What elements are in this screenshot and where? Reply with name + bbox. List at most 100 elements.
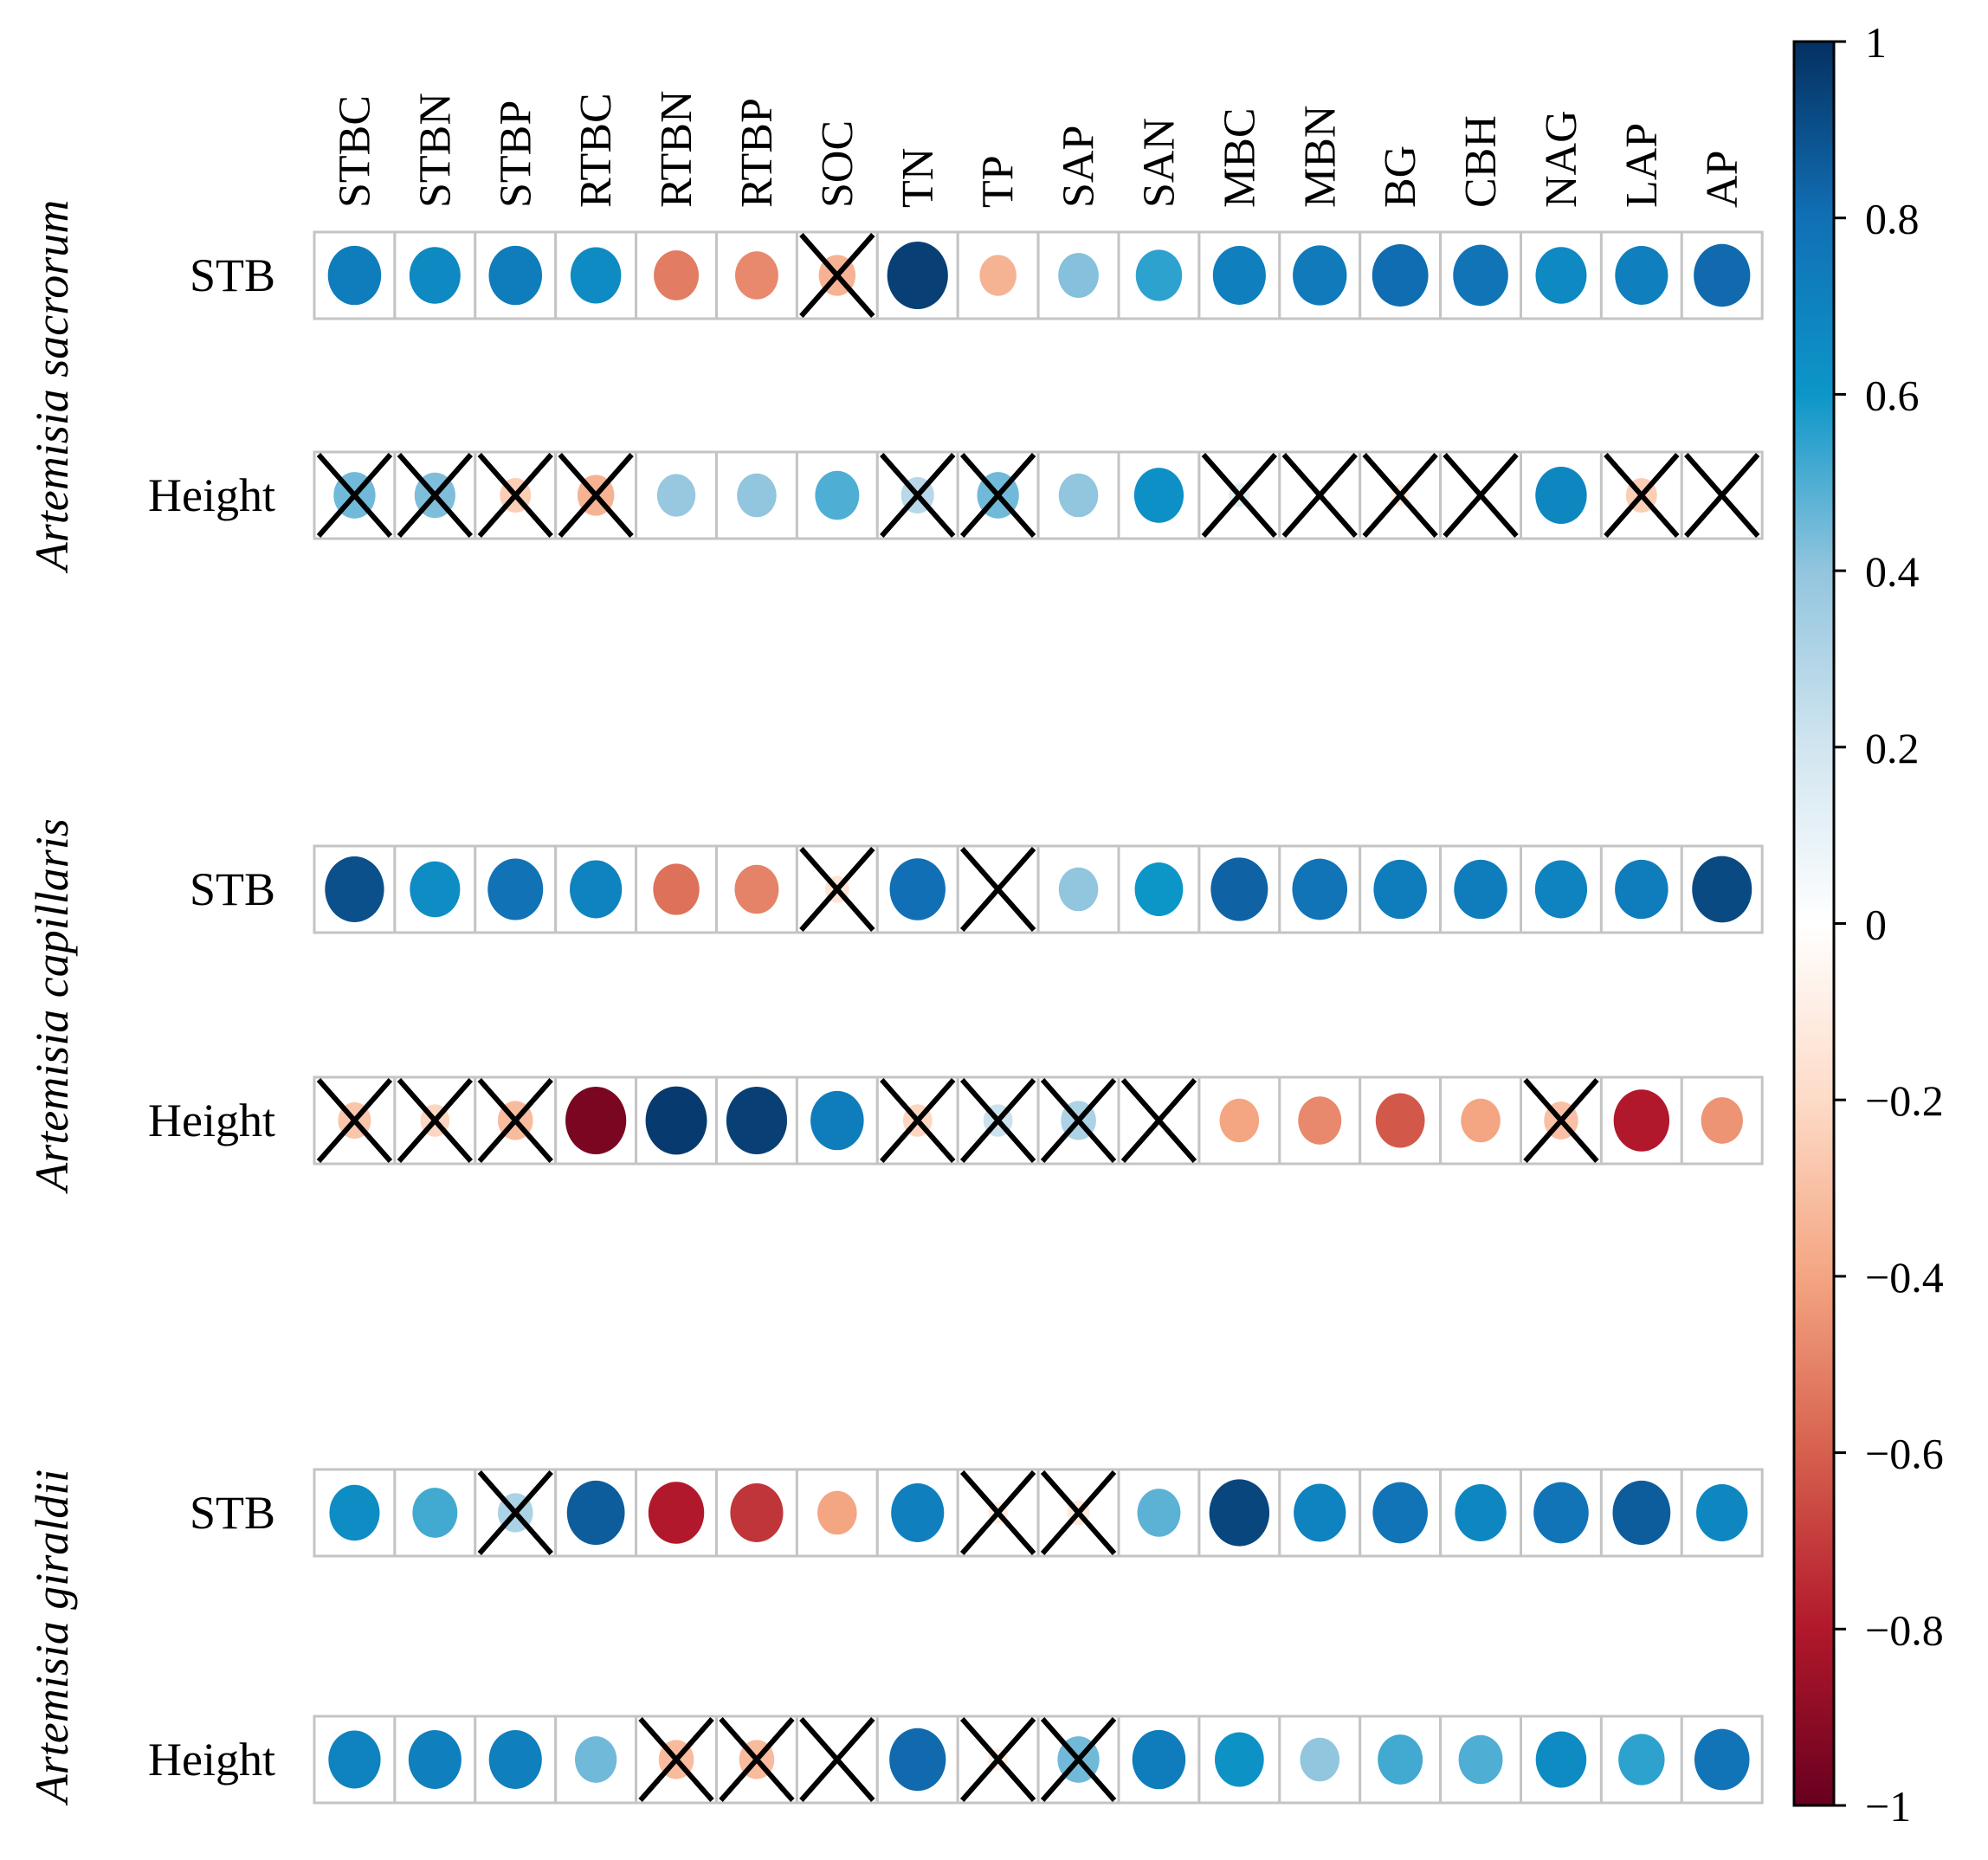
correlation-row: STB bbox=[190, 1468, 1764, 1558]
correlation-circle bbox=[1696, 1484, 1748, 1541]
correlation-circle bbox=[412, 1488, 458, 1538]
column-header: SOC bbox=[813, 120, 862, 208]
column-header: SAN bbox=[1134, 118, 1184, 208]
correlation-rows: STB Height STB Height STB Height bbox=[148, 230, 1764, 1805]
correlation-circle bbox=[1372, 1482, 1428, 1544]
nonsignificant-cross bbox=[959, 1717, 1036, 1802]
column-header: STBP bbox=[491, 100, 540, 208]
correlation-circle bbox=[810, 1090, 864, 1151]
correlation-circle bbox=[329, 1484, 380, 1541]
correlation-row: Height bbox=[148, 1075, 1764, 1166]
row-label: Height bbox=[148, 1095, 275, 1146]
column-header: STBC bbox=[330, 95, 379, 208]
correlation-circle bbox=[566, 1480, 625, 1546]
correlation-circle bbox=[1135, 249, 1183, 301]
nonsignificant-cross bbox=[799, 847, 875, 932]
species-label: Artemisia giraldii bbox=[26, 1469, 78, 1806]
nonsignificant-cross bbox=[397, 1078, 474, 1163]
nonsignificant-cross bbox=[1523, 1078, 1599, 1163]
nonsignificant-cross bbox=[1040, 1717, 1117, 1802]
nonsignificant-cross bbox=[719, 1717, 795, 1802]
correlation-circle bbox=[1535, 467, 1587, 524]
correlation-circle bbox=[1535, 1731, 1587, 1788]
colorbar-tick-label: −0.2 bbox=[1865, 1076, 1944, 1125]
colorbar-tick-label: −1 bbox=[1865, 1782, 1911, 1831]
column-header: AP bbox=[1698, 151, 1747, 208]
correlation-circle bbox=[1137, 1489, 1181, 1537]
correlation-circle bbox=[1534, 860, 1588, 919]
grid-cell bbox=[1439, 1075, 1522, 1166]
correlation-circle bbox=[889, 858, 946, 920]
correlation-circle bbox=[648, 1482, 705, 1544]
correlation-circle bbox=[1300, 1737, 1340, 1782]
correlation-circle bbox=[817, 1490, 857, 1535]
correlation-circle bbox=[1461, 1098, 1501, 1143]
nonsignificant-cross bbox=[316, 1078, 393, 1163]
correlation-circle bbox=[1133, 468, 1184, 523]
colorbar-tick-label: −0.6 bbox=[1865, 1430, 1944, 1478]
colorbar-tick-label: −0.8 bbox=[1865, 1605, 1944, 1654]
correlation-circle bbox=[1294, 1483, 1346, 1542]
correlation-circle bbox=[1455, 1484, 1507, 1541]
correlation-circle bbox=[1219, 1098, 1260, 1143]
column-header: RTBN bbox=[652, 90, 701, 208]
correlation-circle bbox=[1618, 1734, 1665, 1786]
correlation-circle bbox=[1215, 1732, 1264, 1787]
correlation-circle bbox=[656, 474, 696, 517]
correlation-circle bbox=[1134, 862, 1184, 916]
nonsignificant-cross bbox=[638, 1717, 714, 1802]
nonsignificant-cross bbox=[959, 453, 1036, 538]
nonsignificant-cross bbox=[959, 1470, 1036, 1555]
nonsignificant-cross bbox=[880, 1078, 956, 1163]
nonsignificant-cross bbox=[1281, 453, 1358, 538]
grid-cell bbox=[1197, 1075, 1281, 1166]
correlation-circle bbox=[1454, 859, 1507, 920]
column-header: MBC bbox=[1215, 107, 1264, 208]
correlation-circle bbox=[653, 863, 700, 915]
correlation-circle bbox=[1533, 1482, 1589, 1544]
nonsignificant-cross bbox=[316, 453, 393, 538]
correlation-circle bbox=[1058, 253, 1099, 298]
column-header: NAG bbox=[1537, 110, 1586, 208]
correlation-circle bbox=[1378, 1734, 1423, 1785]
correlation-circle bbox=[1209, 1479, 1270, 1547]
column-header: TP bbox=[974, 155, 1023, 208]
correlation-circle bbox=[570, 860, 623, 919]
correlation-circle bbox=[565, 1087, 627, 1154]
correlation-circle bbox=[889, 1728, 946, 1792]
correlation-row: STB bbox=[190, 844, 1764, 934]
nonsignificant-cross bbox=[397, 453, 474, 538]
nonsignificant-cross bbox=[1040, 1078, 1117, 1163]
colorbar-tick-label: 0 bbox=[1865, 901, 1887, 949]
correlation-circle bbox=[1210, 857, 1268, 921]
correlation-circle bbox=[1375, 1093, 1425, 1148]
nonsignificant-cross bbox=[1120, 1078, 1197, 1163]
correlation-circle bbox=[1372, 244, 1429, 307]
correlation-circle bbox=[328, 1730, 381, 1789]
correlation-circle bbox=[1058, 473, 1099, 518]
nonsignificant-cross bbox=[1684, 453, 1760, 538]
row-label: STB bbox=[190, 863, 275, 915]
correlation-circle bbox=[730, 1483, 784, 1542]
correlation-circle bbox=[570, 247, 622, 304]
correlation-circle bbox=[1293, 245, 1347, 306]
correlation-circle bbox=[737, 473, 777, 518]
nonsignificant-cross bbox=[1362, 453, 1438, 538]
column-header: SAP bbox=[1055, 126, 1104, 208]
correlation-circle bbox=[1373, 859, 1427, 920]
correlation-circle bbox=[487, 858, 544, 920]
correlation-circle bbox=[1298, 1096, 1342, 1145]
correlation-circle bbox=[488, 245, 543, 306]
correlation-circle bbox=[325, 856, 384, 922]
correlation-circle bbox=[575, 1736, 617, 1783]
correlation-circle bbox=[409, 247, 461, 304]
correlation-circle bbox=[1694, 243, 1751, 307]
nonsignificant-cross bbox=[799, 1717, 875, 1802]
column-header: MBN bbox=[1295, 106, 1345, 208]
correlation-row: Height bbox=[148, 1715, 1764, 1805]
correlation-circle bbox=[726, 1087, 788, 1154]
row-label: STB bbox=[190, 1487, 275, 1539]
correlation-circle bbox=[1615, 246, 1668, 305]
nonsignificant-cross bbox=[1201, 453, 1278, 538]
